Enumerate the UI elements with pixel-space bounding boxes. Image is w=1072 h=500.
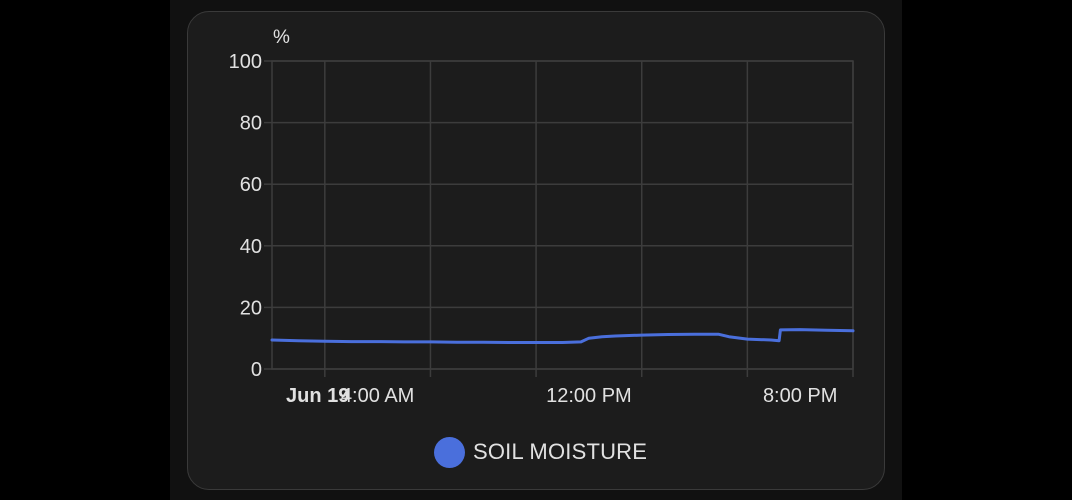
y-axis: 0 20 40 60 80 100 xyxy=(229,51,262,381)
y-tick-label: 80 xyxy=(240,113,262,135)
x-tick-label: Jun 19 xyxy=(286,385,349,407)
chart-grid xyxy=(264,60,854,377)
y-axis-unit-label: % xyxy=(273,27,290,48)
legend-label: SOIL MOISTURE xyxy=(473,439,648,464)
series-line-soil-moisture xyxy=(270,328,855,344)
x-tick-label: 4:00 AM xyxy=(341,385,414,407)
legend-swatch xyxy=(434,436,465,468)
y-tick-label: 40 xyxy=(240,236,262,258)
y-tick-label: 100 xyxy=(229,51,262,73)
x-axis: Jun 194:00 AM 12:00 PM 8:00 PM xyxy=(286,385,837,407)
x-tick-label: 12:00 PM xyxy=(546,385,632,407)
y-tick-label: 20 xyxy=(240,297,262,319)
y-tick-label: 60 xyxy=(240,174,262,196)
y-tick-label: 0 xyxy=(251,359,262,381)
chart-series xyxy=(270,328,855,344)
x-tick-label: 8:00 PM xyxy=(763,385,837,407)
chart-legend[interactable]: SOIL MOISTURE xyxy=(434,436,647,468)
plot-border xyxy=(271,60,854,370)
